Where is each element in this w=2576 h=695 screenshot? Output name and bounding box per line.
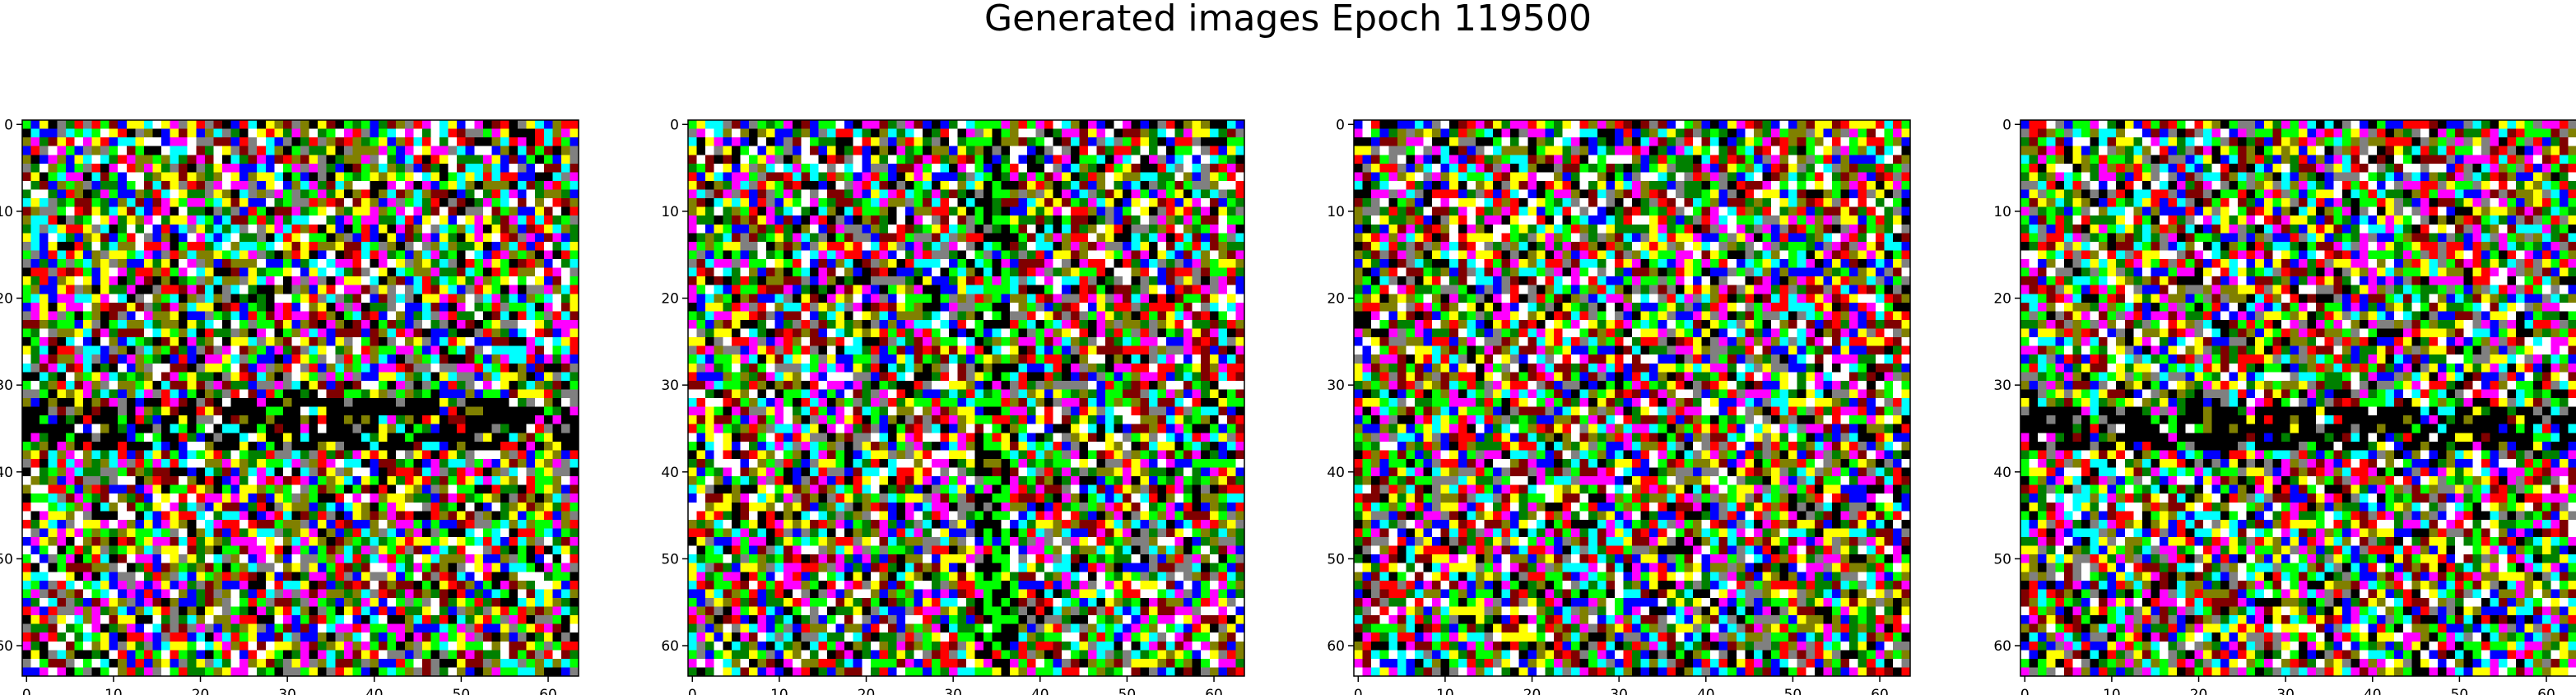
y-tick-label: 10 xyxy=(1993,204,2011,220)
axes-frame xyxy=(2020,119,2576,677)
axes-frame xyxy=(1353,119,1911,677)
y-tick-label: 10 xyxy=(0,204,13,220)
x-tick-label: 0 xyxy=(1354,687,1363,695)
y-tick-label: 40 xyxy=(1993,465,2011,481)
y-tick-label: 60 xyxy=(1993,638,2011,655)
pixel-grid xyxy=(2020,120,2576,677)
image-panel-3: 0 10 20 30 40 50 60 0 10 20 30 40 50 60 xyxy=(1327,117,1911,695)
figure-title: Generated images Epoch 119500 xyxy=(983,0,1593,39)
image-panel-4: 0 10 20 30 40 50 60 0 10 20 30 40 50 60 xyxy=(1993,117,2576,695)
y-tick-label: 30 xyxy=(1993,378,2011,394)
x-tick-label: 10 xyxy=(1436,687,1454,695)
y-tick-label: 20 xyxy=(661,291,679,308)
y-tick-label: 0 xyxy=(4,117,13,133)
y-tick-label: 0 xyxy=(670,117,679,133)
axes-frame xyxy=(21,119,579,677)
x-tick-label: 30 xyxy=(2276,687,2295,695)
y-tick-label: 20 xyxy=(0,291,13,308)
y-tick-label: 20 xyxy=(1327,291,1345,308)
x-tick-label: 30 xyxy=(944,687,962,695)
x-tick-label: 0 xyxy=(688,687,697,695)
x-tick-label: 0 xyxy=(2020,687,2030,695)
x-tick-label: 20 xyxy=(1523,687,1541,695)
y-tick-label: 50 xyxy=(0,551,13,568)
x-tick-label: 50 xyxy=(1784,687,1802,695)
x-tick-label: 50 xyxy=(2451,687,2469,695)
x-tick-label: 0 xyxy=(22,687,31,695)
y-tick-label: 10 xyxy=(661,204,679,220)
x-tick-label: 30 xyxy=(278,687,296,695)
x-tick-label: 10 xyxy=(105,687,123,695)
y-tick-label: 50 xyxy=(661,551,679,568)
y-tick-label: 20 xyxy=(1993,291,2011,308)
y-tick-label: 40 xyxy=(661,465,679,481)
y-tick-label: 50 xyxy=(1993,551,2011,568)
pixel-grid xyxy=(22,120,579,677)
y-tick-label: 30 xyxy=(1327,378,1345,394)
y-tick-label: 10 xyxy=(1327,204,1345,220)
x-tick-label: 20 xyxy=(858,687,876,695)
pixel-grid xyxy=(1354,120,1911,677)
x-tick-label: 50 xyxy=(1118,687,1137,695)
y-tick-label: 30 xyxy=(661,378,679,394)
y-tick-label: 60 xyxy=(0,638,13,655)
x-tick-label: 60 xyxy=(539,687,557,695)
y-tick-label: 60 xyxy=(661,638,679,655)
image-panel-1: 0 10 20 30 40 50 60 0 10 20 30 40 50 60 xyxy=(0,117,579,695)
x-tick-label: 60 xyxy=(1871,687,1889,695)
x-tick-label: 40 xyxy=(365,687,384,695)
x-tick-label: 60 xyxy=(1205,687,1223,695)
x-tick-label: 20 xyxy=(192,687,210,695)
x-tick-label: 60 xyxy=(2537,687,2555,695)
x-tick-label: 30 xyxy=(1610,687,1628,695)
x-tick-label: 40 xyxy=(1031,687,1049,695)
y-tick-label: 50 xyxy=(1327,551,1345,568)
axes-frame xyxy=(687,119,1245,677)
y-tick-label: 40 xyxy=(0,465,13,481)
y-tick-label: 60 xyxy=(1327,638,1345,655)
y-tick-label: 30 xyxy=(0,378,13,394)
x-tick-label: 40 xyxy=(1697,687,1715,695)
x-tick-label: 40 xyxy=(2364,687,2382,695)
y-tick-label: 40 xyxy=(1327,465,1345,481)
x-tick-label: 10 xyxy=(2103,687,2121,695)
y-tick-label: 0 xyxy=(1336,117,1345,133)
pixel-grid xyxy=(688,120,1245,677)
x-tick-label: 50 xyxy=(453,687,471,695)
x-tick-label: 10 xyxy=(770,687,788,695)
y-tick-label: 0 xyxy=(2002,117,2011,133)
x-tick-label: 20 xyxy=(2190,687,2208,695)
image-panel-2: 0 10 20 30 40 50 60 0 10 20 30 40 50 60 xyxy=(661,117,1245,695)
